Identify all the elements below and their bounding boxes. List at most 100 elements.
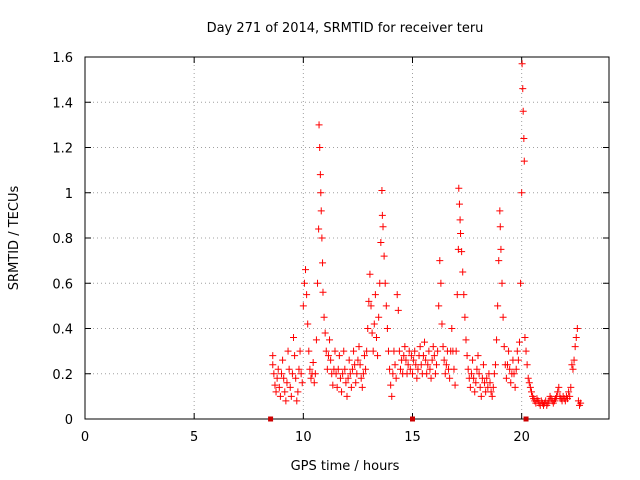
- data-point: [525, 379, 533, 387]
- data-point: [404, 361, 412, 369]
- data-point: [401, 343, 409, 351]
- data-point: [274, 365, 282, 373]
- data-point: [520, 157, 528, 165]
- data-point: [387, 381, 395, 389]
- data-point: [422, 356, 430, 364]
- data-point: [425, 347, 433, 355]
- data-point: [472, 379, 480, 387]
- data-point: [416, 343, 424, 351]
- data-point: [291, 352, 299, 360]
- data-point: [374, 352, 382, 360]
- data-point: [319, 288, 327, 296]
- data-point: [377, 239, 385, 247]
- data-point: [394, 306, 402, 314]
- data-point: [357, 374, 365, 382]
- data-point: [464, 365, 472, 373]
- data-point: [382, 302, 390, 310]
- data-point: [273, 374, 281, 382]
- data-point: [322, 347, 330, 355]
- data-point: [275, 383, 283, 391]
- data-point: [278, 370, 285, 378]
- data-point: [356, 361, 364, 369]
- data-point: [305, 347, 313, 355]
- data-point: [366, 270, 374, 278]
- data-point: [378, 186, 386, 194]
- x-tick-labels: 0 5 10 15 20: [81, 430, 530, 445]
- data-point: [363, 347, 371, 355]
- data-point: [458, 248, 466, 256]
- data-point: [345, 356, 353, 364]
- data-point: [475, 370, 483, 378]
- data-point: [572, 334, 580, 342]
- data-point: [306, 365, 314, 373]
- data-point: [269, 352, 277, 360]
- data-point: [446, 374, 454, 382]
- data-point: [368, 329, 376, 337]
- data-point: [451, 381, 459, 389]
- x-tick-label-4: 20: [513, 430, 530, 445]
- data-point: [310, 379, 318, 387]
- baseline-markers: [268, 416, 529, 422]
- data-point: [513, 347, 521, 355]
- data-point: [505, 347, 513, 355]
- data-point: [364, 325, 372, 332]
- data-point: [495, 257, 503, 265]
- data-point: [296, 347, 304, 355]
- data-point: [489, 383, 497, 391]
- data-point: [406, 365, 414, 373]
- data-point: [333, 383, 341, 391]
- data-point: [372, 334, 380, 342]
- data-point: [570, 356, 578, 364]
- data-point: [402, 356, 410, 364]
- data-point: [393, 291, 401, 299]
- data-point: [455, 200, 463, 208]
- data-point: [515, 338, 523, 346]
- data-point: [424, 361, 432, 369]
- y-tick-label-6: 1.2: [52, 142, 73, 157]
- data-point: [568, 361, 576, 369]
- data-point: [316, 171, 324, 179]
- data-point: [336, 374, 344, 382]
- data-point: [571, 343, 579, 351]
- data-point: [469, 356, 477, 364]
- data-point: [281, 388, 289, 396]
- data-point: [494, 302, 502, 310]
- data-point: [324, 352, 332, 360]
- data-point: [470, 374, 478, 382]
- data-point: [490, 370, 498, 378]
- data-point: [342, 379, 350, 387]
- data-point: [346, 370, 354, 378]
- data-point: [435, 302, 443, 310]
- data-point: [299, 302, 307, 310]
- data-point: [439, 343, 447, 351]
- data-point: [327, 356, 335, 364]
- data-point: [507, 379, 515, 387]
- data-point: [573, 325, 581, 332]
- data-point: [429, 343, 437, 351]
- data-point: [460, 291, 468, 299]
- data-point: [271, 381, 279, 389]
- data-point: [496, 207, 504, 215]
- data-point: [436, 257, 444, 265]
- data-point: [353, 370, 361, 378]
- data-point: [369, 347, 377, 355]
- data-point: [279, 356, 287, 364]
- data-point: [350, 347, 358, 355]
- data-point: [338, 388, 346, 396]
- data-point: [391, 361, 399, 369]
- data-point: [362, 365, 370, 373]
- data-point: [331, 347, 339, 355]
- data-point: [524, 374, 532, 382]
- data-point: [519, 107, 527, 115]
- data-point: [499, 313, 507, 321]
- data-point: [312, 336, 320, 344]
- data-point: [367, 302, 375, 310]
- data-point: [396, 365, 404, 373]
- data-point: [479, 361, 487, 369]
- data-point: [315, 225, 323, 233]
- data-point: [496, 223, 504, 231]
- data-point: [493, 336, 501, 344]
- data-point: [375, 313, 383, 321]
- data-point: [426, 365, 434, 373]
- data-point: [400, 352, 408, 360]
